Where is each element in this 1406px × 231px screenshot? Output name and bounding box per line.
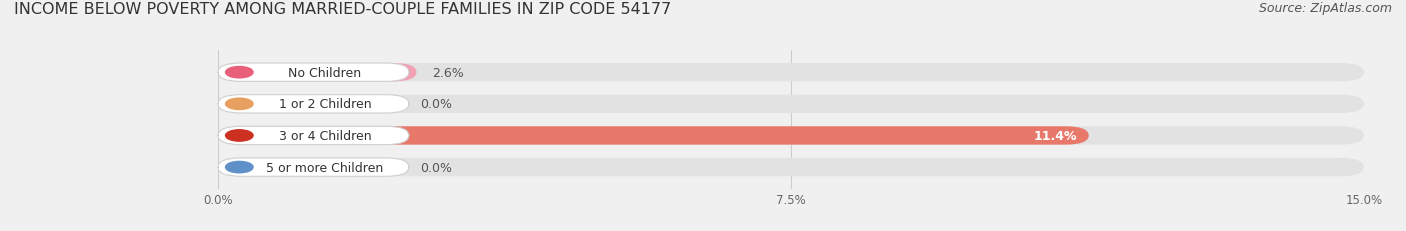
Text: 0.0%: 0.0% bbox=[420, 98, 453, 111]
FancyBboxPatch shape bbox=[218, 127, 1364, 145]
FancyBboxPatch shape bbox=[218, 64, 1364, 82]
FancyBboxPatch shape bbox=[218, 127, 409, 145]
FancyBboxPatch shape bbox=[218, 127, 1088, 145]
Circle shape bbox=[225, 130, 253, 142]
Text: Source: ZipAtlas.com: Source: ZipAtlas.com bbox=[1258, 2, 1392, 15]
Text: 3 or 4 Children: 3 or 4 Children bbox=[278, 129, 371, 142]
FancyBboxPatch shape bbox=[218, 64, 416, 82]
FancyBboxPatch shape bbox=[218, 95, 409, 113]
FancyBboxPatch shape bbox=[218, 158, 1364, 176]
Circle shape bbox=[225, 67, 253, 79]
Circle shape bbox=[225, 99, 253, 110]
Text: 1 or 2 Children: 1 or 2 Children bbox=[278, 98, 371, 111]
Text: No Children: No Children bbox=[288, 66, 361, 79]
Text: 0.0%: 0.0% bbox=[420, 161, 453, 174]
FancyBboxPatch shape bbox=[218, 158, 409, 176]
Text: 11.4%: 11.4% bbox=[1033, 129, 1077, 142]
Text: 5 or more Children: 5 or more Children bbox=[266, 161, 384, 174]
Text: INCOME BELOW POVERTY AMONG MARRIED-COUPLE FAMILIES IN ZIP CODE 54177: INCOME BELOW POVERTY AMONG MARRIED-COUPL… bbox=[14, 2, 671, 17]
FancyBboxPatch shape bbox=[218, 64, 409, 82]
FancyBboxPatch shape bbox=[218, 95, 1364, 113]
Text: 2.6%: 2.6% bbox=[432, 66, 464, 79]
Circle shape bbox=[225, 162, 253, 173]
